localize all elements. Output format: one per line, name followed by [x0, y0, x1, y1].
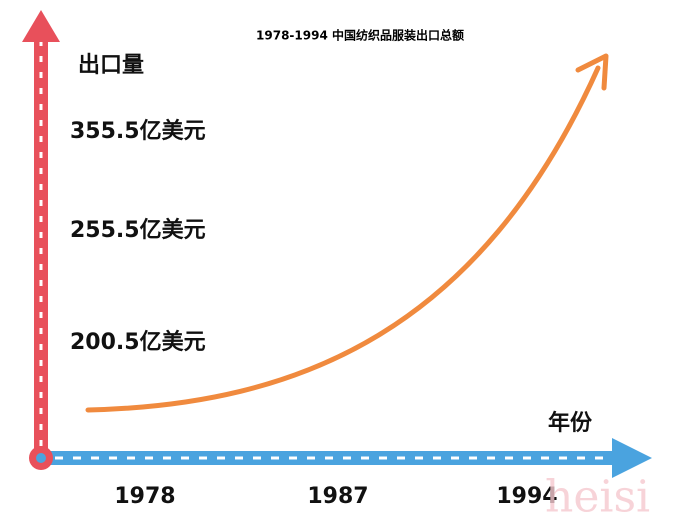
growth-curve [85, 53, 609, 413]
x-label: 1978 [114, 484, 175, 509]
watermark: heisi [545, 472, 650, 523]
y-label: 200.5亿美元 [70, 329, 206, 355]
y-axis-label: 出口量 [78, 53, 144, 78]
y-label: 355.5亿美元 [70, 118, 206, 144]
y-axis-arrow [22, 10, 60, 458]
x-label: 1994 [496, 484, 557, 509]
title: 1978-1994 中国纺织品服装出口总额 [256, 28, 464, 43]
x-axis-label: 年份 [548, 410, 593, 436]
x-axis-arrow [29, 438, 652, 478]
x-label: 1987 [307, 484, 368, 509]
y-label: 255.5亿美元 [70, 217, 206, 243]
